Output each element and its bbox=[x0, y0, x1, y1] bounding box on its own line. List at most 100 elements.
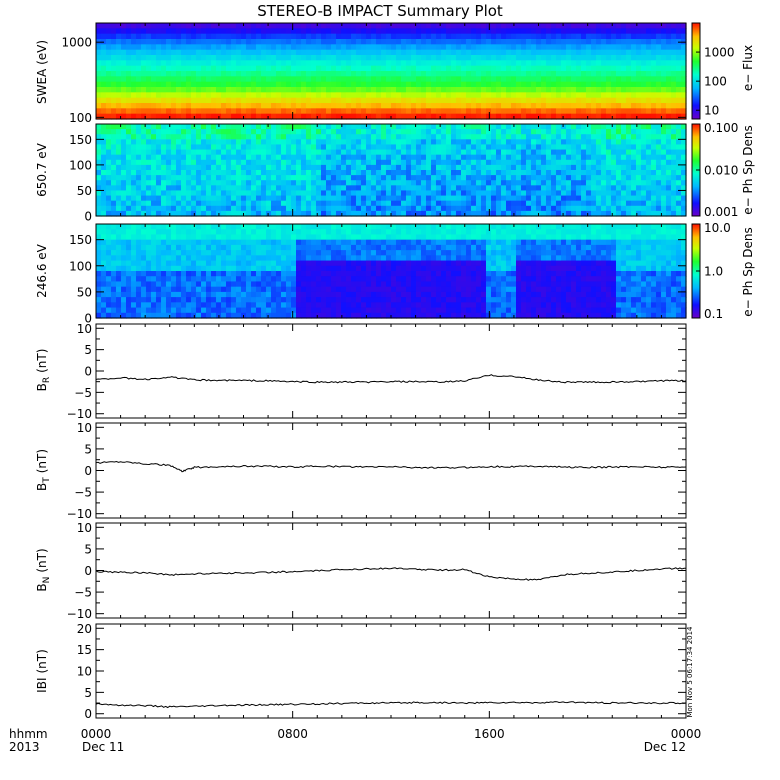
heatmap-cell-swea bbox=[661, 23, 667, 29]
heatmap-cell-swea bbox=[211, 55, 217, 61]
heatmap-cell-swea bbox=[276, 55, 282, 61]
heatmap-cell-swea bbox=[121, 33, 127, 40]
heatmap-cell-swea bbox=[156, 49, 162, 56]
heatmap-cell-swea bbox=[276, 23, 282, 29]
heatmap-cell-swea bbox=[116, 71, 122, 77]
heatmap-cell-swea bbox=[656, 60, 662, 67]
heatmap-cell-swea bbox=[191, 23, 197, 29]
heatmap-cell-swea bbox=[96, 97, 102, 104]
heatmap-cell-swea bbox=[126, 65, 132, 72]
heatmap-cell-pad-650 bbox=[336, 139, 342, 146]
heatmap-cell-pad-650 bbox=[276, 190, 282, 197]
heatmap-cell-pad-650 bbox=[181, 144, 187, 151]
heatmap-cell-pad-650 bbox=[461, 159, 467, 166]
heatmap-cell-swea bbox=[581, 92, 587, 99]
heatmap-cell-pad-650 bbox=[626, 154, 632, 161]
heatmap-cell-pad-650 bbox=[501, 149, 507, 156]
heatmap-cell-swea bbox=[526, 81, 532, 88]
heatmap-cell-pad-246 bbox=[181, 312, 187, 319]
heatmap-cell-swea bbox=[431, 108, 437, 115]
heatmap-cell-swea bbox=[551, 60, 557, 67]
heatmap-cell-swea bbox=[466, 71, 472, 77]
heatmap-cell-pad-650 bbox=[131, 164, 137, 171]
heatmap-cell-swea bbox=[376, 87, 382, 93]
heatmap-cell-swea bbox=[366, 39, 372, 45]
heatmap-cell-swea bbox=[431, 113, 437, 120]
heatmap-cell-swea bbox=[561, 65, 567, 72]
heatmap-cell-swea bbox=[166, 65, 172, 72]
heatmap-cell-pad-650 bbox=[556, 154, 562, 161]
heatmap-cell-swea bbox=[476, 39, 482, 45]
heatmap-cell-swea bbox=[681, 71, 687, 77]
heatmap-cell-pad-246 bbox=[266, 244, 272, 251]
heatmap-cell-swea bbox=[621, 92, 627, 99]
heatmap-cell-pad-650 bbox=[191, 139, 197, 146]
heatmap-cell-pad-650 bbox=[481, 124, 487, 130]
heatmap-cell-pad-246 bbox=[231, 291, 237, 298]
heatmap-cell-pad-650 bbox=[661, 170, 667, 176]
heatmap-cell-pad-650 bbox=[536, 149, 542, 156]
heatmap-cell-swea bbox=[401, 71, 407, 77]
heatmap-cell-pad-650 bbox=[621, 159, 627, 166]
heatmap-cell-swea bbox=[191, 28, 197, 35]
heatmap-cell-swea bbox=[141, 65, 147, 72]
heatmap-cell-swea bbox=[551, 81, 557, 88]
heatmap-cell-swea bbox=[376, 60, 382, 67]
heatmap-cell-swea bbox=[666, 92, 672, 99]
heatmap-cell-swea bbox=[151, 60, 157, 67]
heatmap-cell-pad-650 bbox=[551, 159, 557, 166]
heatmap-cell-pad-650 bbox=[456, 205, 462, 212]
heatmap-cell-swea bbox=[321, 60, 327, 67]
heatmap-cell-swea bbox=[516, 103, 522, 109]
heatmap-cell-pad-246 bbox=[156, 244, 162, 251]
heatmap-cell-swea bbox=[461, 81, 467, 88]
heatmap-cell-swea bbox=[306, 28, 312, 35]
heatmap-cell-pad-650 bbox=[106, 210, 112, 217]
heatmap-cell-swea bbox=[441, 33, 447, 40]
heatmap-cell-pad-650 bbox=[446, 149, 452, 156]
heatmap-cell-swea bbox=[216, 92, 222, 99]
heatmap-cell-pad-650 bbox=[486, 170, 492, 176]
heatmap-cell-pad-650 bbox=[551, 185, 557, 192]
heatmap-cell-pad-650 bbox=[231, 170, 237, 176]
heatmap-cell-pad-650 bbox=[286, 139, 292, 146]
heatmap-cell-pad-650 bbox=[566, 195, 572, 202]
heatmap-cell-swea bbox=[501, 71, 507, 77]
heatmap-cell-pad-650 bbox=[131, 195, 137, 202]
heatmap-cell-pad-650 bbox=[401, 205, 407, 212]
heatmap-cell-pad-650 bbox=[331, 159, 337, 166]
heatmap-cell-pad-650 bbox=[336, 164, 342, 171]
heatmap-cell-pad-650 bbox=[316, 129, 322, 135]
heatmap-cell-pad-650 bbox=[416, 195, 422, 202]
heatmap-cell-swea bbox=[191, 103, 197, 109]
heatmap-cell-pad-650 bbox=[221, 195, 227, 202]
heatmap-cell-pad-650 bbox=[526, 129, 532, 135]
heatmap-cell-pad-246 bbox=[281, 307, 287, 314]
heatmap-cell-pad-650 bbox=[316, 170, 322, 176]
heatmap-cell-swea bbox=[216, 60, 222, 67]
heatmap-cell-swea bbox=[591, 49, 597, 56]
heatmap-cell-pad-650 bbox=[246, 200, 252, 207]
heatmap-cell-swea bbox=[201, 44, 207, 51]
heatmap-cell-swea bbox=[291, 76, 297, 83]
heatmap-cell-swea bbox=[161, 87, 167, 93]
heatmap-cell-pad-650 bbox=[571, 185, 577, 192]
heatmap-cell-pad-650 bbox=[606, 175, 612, 181]
heatmap-cell-pad-246 bbox=[156, 250, 162, 256]
heatmap-cell-pad-650 bbox=[231, 159, 237, 166]
heatmap-cell-swea bbox=[591, 28, 597, 35]
heatmap-cell-swea bbox=[571, 49, 577, 56]
heatmap-cell-pad-246 bbox=[256, 302, 262, 309]
heatmap-cell-pad-650 bbox=[341, 180, 347, 186]
heatmap-cell-swea bbox=[606, 81, 612, 88]
heatmap-cell-pad-650 bbox=[631, 180, 637, 186]
heatmap-cell-pad-650 bbox=[276, 129, 282, 135]
heatmap-cell-pad-650 bbox=[396, 149, 402, 156]
heatmap-cell-swea bbox=[456, 33, 462, 40]
heatmap-cell-pad-246 bbox=[166, 286, 172, 293]
heatmap-cell-swea bbox=[286, 39, 292, 45]
heatmap-cell-swea bbox=[396, 97, 402, 104]
heatmap-cell-pad-650 bbox=[356, 195, 362, 202]
heatmap-cell-pad-650 bbox=[431, 210, 437, 217]
heatmap-cell-pad-650 bbox=[311, 129, 317, 135]
